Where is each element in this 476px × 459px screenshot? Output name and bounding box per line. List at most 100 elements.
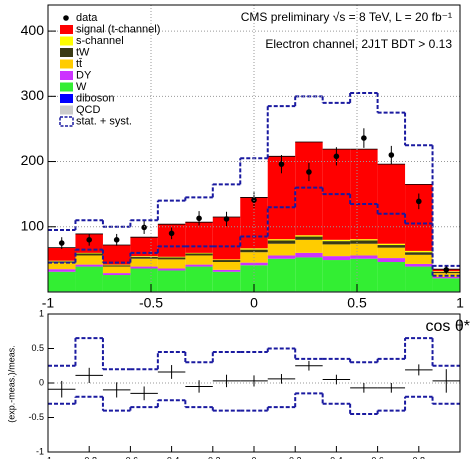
x-tick-label: 1 (456, 295, 464, 311)
stack-segment (405, 266, 433, 292)
data-point (196, 215, 202, 222)
stack-segment (377, 247, 406, 259)
legend-marker (63, 15, 69, 21)
stack-segment (48, 271, 76, 292)
stack-segment (102, 266, 131, 274)
x-tick-label: 0.4 (330, 455, 343, 459)
data-point (168, 230, 175, 237)
stack-segment (322, 260, 351, 292)
legend-swatch (60, 105, 73, 115)
stack-segment (102, 264, 131, 266)
stack-segment (157, 270, 186, 292)
legend-swatch (60, 82, 73, 92)
data-point (278, 161, 285, 167)
stack-segment (212, 269, 241, 272)
legend-label: s-channel (76, 35, 124, 47)
stack-segment (185, 266, 213, 292)
stack-segment (322, 239, 351, 242)
data-point (141, 224, 147, 231)
stack-segment (295, 257, 323, 292)
stack-segment (267, 240, 296, 244)
stack-segment (377, 245, 406, 248)
x-tick-label: -0.4 (164, 455, 180, 459)
y-tick-label: 100 (21, 217, 45, 233)
data-point (416, 198, 422, 205)
y-axis-label: (exp.-meas.)/meas. (6, 345, 16, 423)
stack-segment (102, 275, 131, 292)
stack-segment (377, 258, 406, 262)
data-point (223, 216, 230, 222)
stack-segment (377, 164, 406, 244)
data-point (388, 152, 395, 158)
stack-segment (405, 263, 433, 267)
y-tick-label: -0.5 (28, 412, 44, 422)
legend-swatch (60, 59, 73, 69)
stack-segment (130, 256, 158, 259)
y-tick-label: 300 (21, 87, 45, 103)
stack-segment (157, 259, 186, 269)
x-tick-label: -1 (42, 295, 55, 311)
stack-segment (185, 264, 213, 267)
stack-segment (48, 247, 76, 261)
legend-swatch (60, 36, 73, 46)
stack-segment (130, 266, 158, 269)
stack-segment (350, 243, 378, 256)
stack-segment (405, 252, 433, 255)
stack-segment (322, 241, 351, 245)
stack-segment (157, 256, 186, 258)
stack-segment (130, 256, 158, 257)
annotation: CMS preliminary √s = 8 TeV, L = 20 fb⁻¹ (241, 10, 452, 24)
stack-segment (432, 278, 460, 292)
legend-swatch (59, 116, 74, 127)
stack-segment (75, 264, 103, 267)
stack-segment (350, 149, 378, 240)
stack-segment (75, 266, 103, 292)
legend-swatch (60, 94, 73, 103)
y-tick-label: 200 (21, 152, 45, 168)
legend-label: stat. + syst. (76, 115, 132, 127)
plot-frame (47, 4, 461, 293)
x-tick-label: 0 (250, 295, 258, 311)
legend-label: tt̄ (76, 58, 82, 70)
stack-segment (322, 244, 351, 257)
y-tick-label: 0 (39, 377, 44, 387)
stack-segment (130, 268, 158, 292)
legend-swatch (60, 25, 73, 34)
stack-segment (295, 236, 323, 240)
legend-label: data (76, 12, 98, 24)
stack-segment (75, 253, 103, 256)
legend-label: QCD (76, 104, 101, 116)
stack-segment (377, 243, 406, 246)
stack-segment (48, 262, 76, 270)
stack-segment (102, 273, 131, 276)
stack-segment (267, 255, 296, 259)
stack-segment (295, 235, 323, 237)
stack-segment (432, 276, 460, 279)
stack-segment (295, 252, 323, 258)
data-point (443, 267, 450, 273)
x-tick-label: -1 (44, 455, 52, 459)
stack-segment (350, 255, 378, 259)
stack-segment (350, 240, 378, 244)
stack-segment (267, 243, 296, 256)
x-tick-label: 0.6 (371, 455, 384, 459)
stack-segment (240, 249, 268, 253)
data-point (306, 169, 312, 175)
stack-segment (130, 258, 158, 267)
stack-segment (102, 265, 131, 267)
stack-segment (350, 239, 378, 241)
x-tick-label: 0.2 (289, 455, 302, 459)
data-point (333, 153, 340, 160)
stack-segment (267, 239, 296, 241)
stack-segment (157, 268, 186, 271)
stack-segment (295, 239, 323, 253)
stack-segment (185, 222, 213, 253)
x-tick-label: -0.6 (123, 455, 139, 459)
x-tick-label: 0 (251, 455, 256, 459)
legend-label: diboson (76, 92, 115, 104)
data-point (361, 135, 367, 141)
stack-segment (185, 255, 213, 265)
legend-label: DY (76, 69, 92, 81)
stack-segment (102, 245, 131, 265)
